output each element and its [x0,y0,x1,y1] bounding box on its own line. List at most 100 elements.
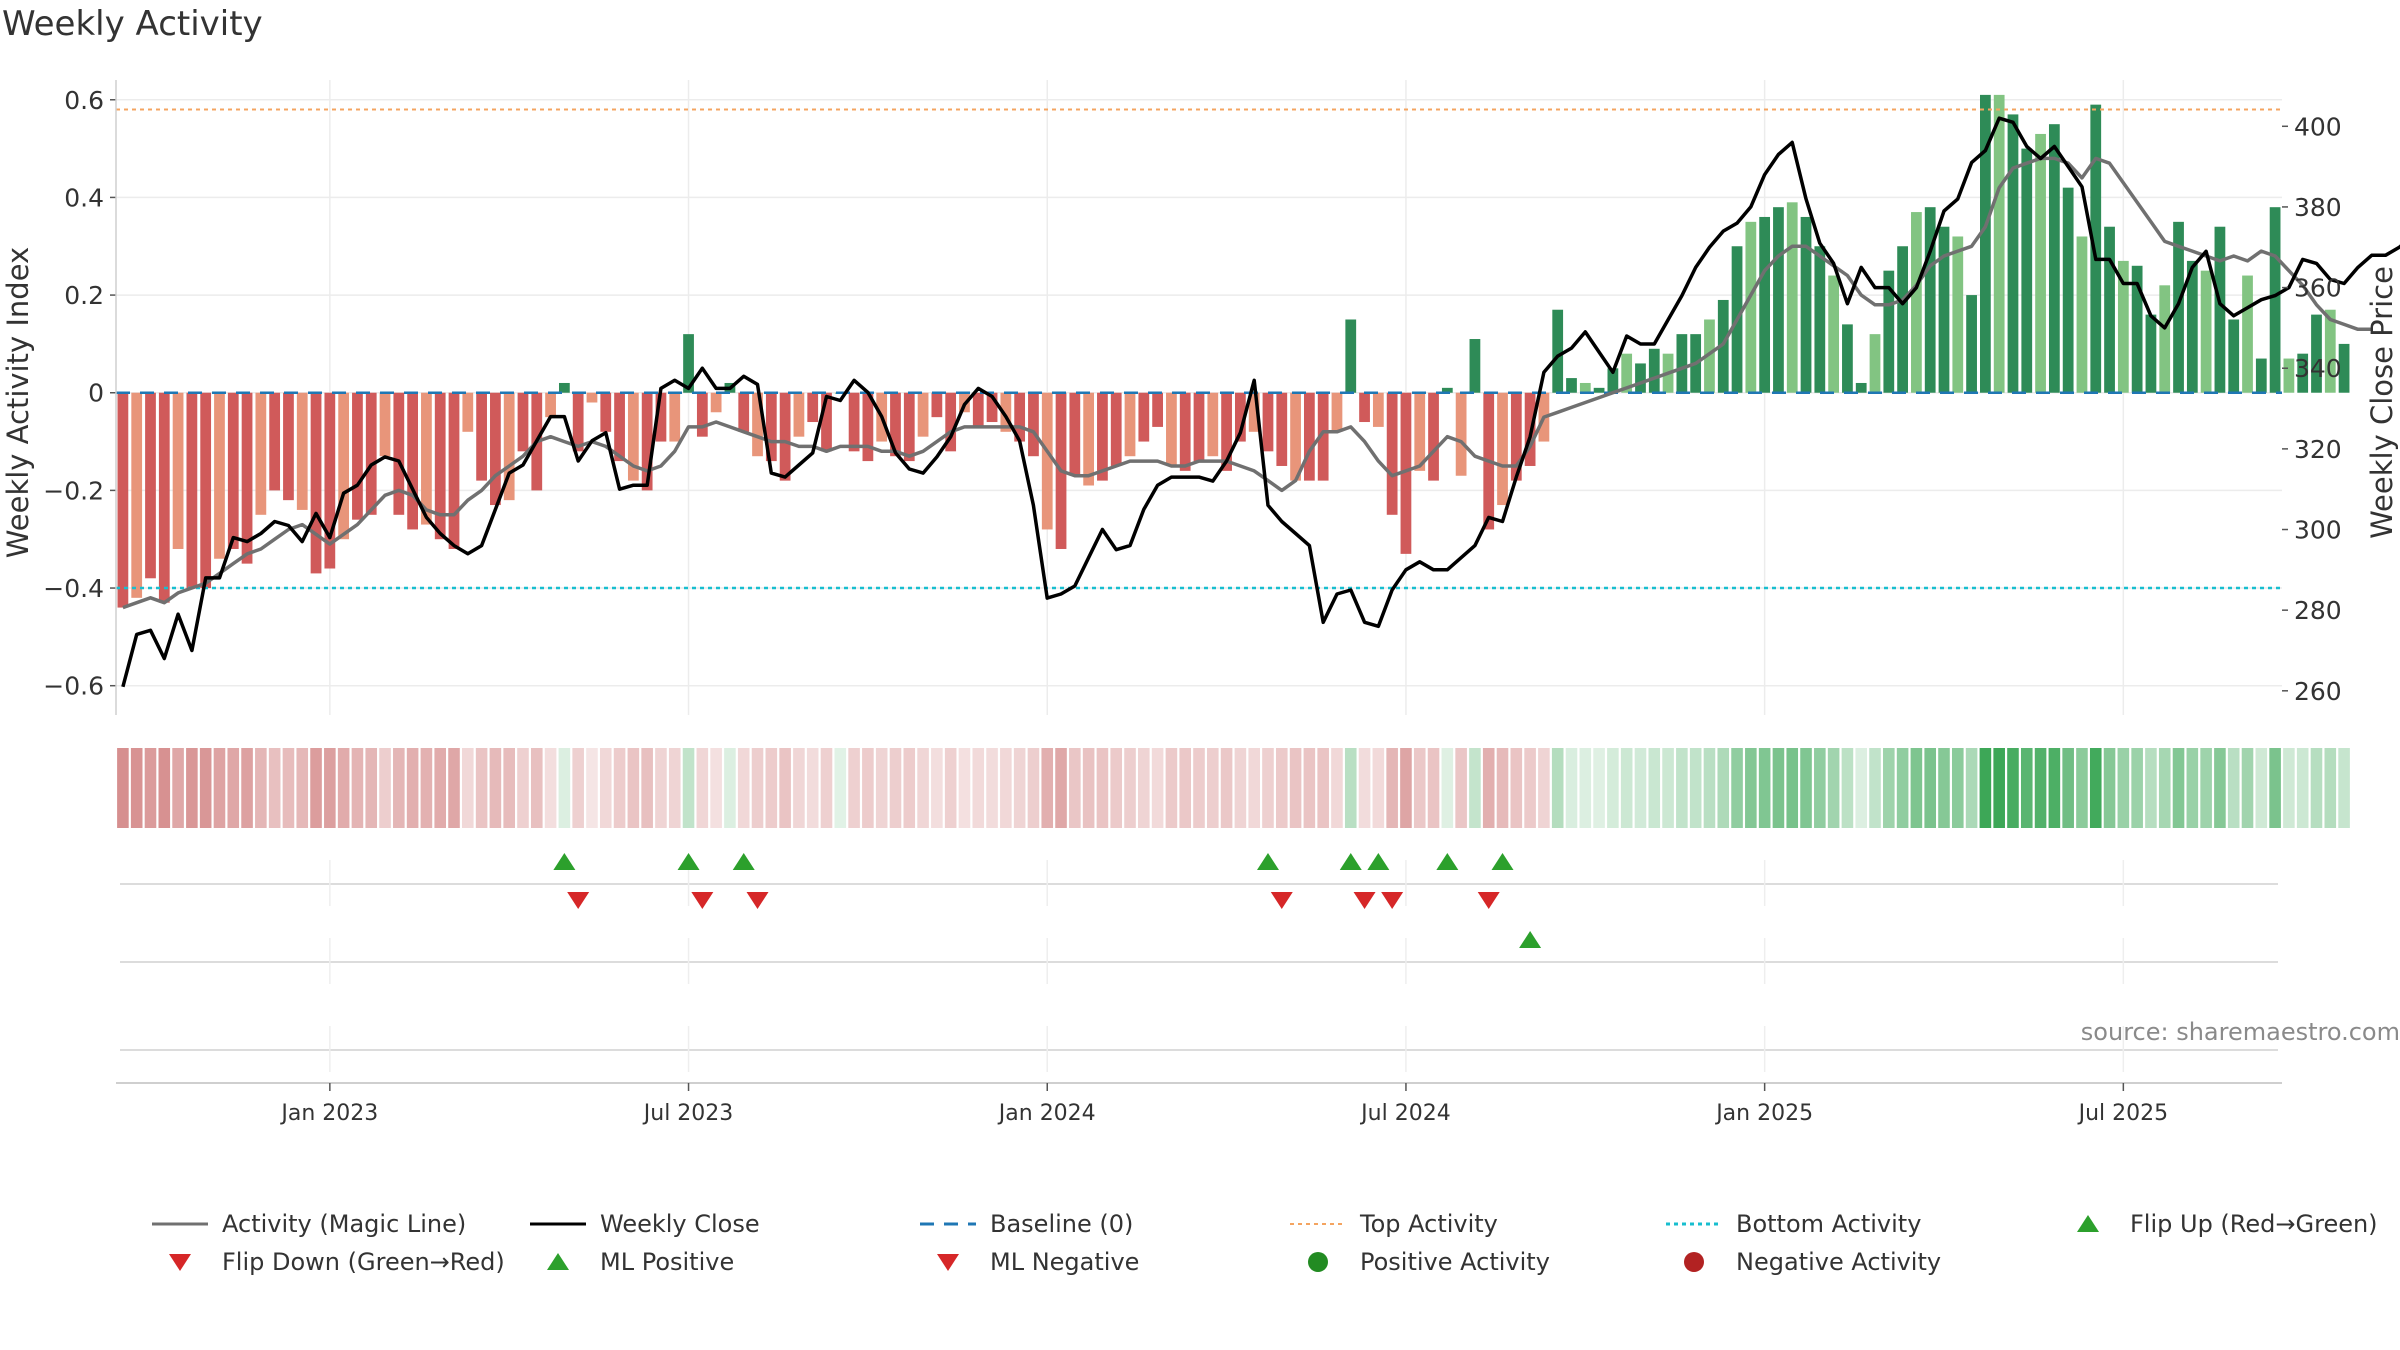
heat-cell [1289,748,1302,828]
heat-cell [944,748,957,828]
heat-cell [1717,748,1730,828]
activity-bar [1911,212,1922,393]
ml-negative-marker [1353,892,1376,909]
activity-bar [1497,392,1508,506]
activity-bar [2076,236,2088,393]
activity-bar [283,392,294,501]
activity-bar [1028,392,1039,457]
activity-bar [2338,343,2350,393]
source-note: source: sharemaestro.com [2080,1018,2400,1046]
activity-bar [1800,216,1812,393]
activity-bar [1773,207,1784,393]
y-tick-label: 0 [88,379,104,408]
activity-bar [862,392,874,462]
triangle-up-icon [547,1253,569,1270]
heat-cell [1565,748,1578,828]
heat-cell [1620,748,1633,828]
heat-cell [1855,748,1868,828]
activity-bar [1980,94,1991,393]
heat-cell [1124,748,1136,828]
activity-bar [1883,270,1895,393]
activity-bar [1317,392,1329,481]
activity-bar [793,392,805,437]
activity-heat-strip [117,748,2350,828]
activity-bar [2186,260,2198,393]
activity-bar [945,392,957,452]
activity-bar [627,392,639,481]
legend-label: Positive Activity [1360,1248,1550,1276]
activity-bar [503,392,515,501]
activity-bar [1621,353,1633,393]
activity-bar [545,392,556,418]
activity-bar [1552,309,1564,393]
heat-cell [1317,748,1329,828]
heat-cell [2186,748,2199,828]
y2-tick-label: 380 [2294,193,2342,222]
activity-bar [1828,275,1840,393]
heat-cell [1883,748,1895,828]
legend-item: Flip Up (Red→Green) [2058,1210,2378,1238]
heat-cell [1096,748,1109,828]
ml-negative-marker [746,892,769,909]
heat-cell [1455,748,1467,828]
activity-bar [2269,207,2281,393]
heat-cell [1386,748,1398,828]
activity-bar [986,392,998,423]
activity-bar [2324,309,2336,393]
activity-bar [1276,392,1288,466]
legend-item: Baseline (0) [918,1210,1133,1238]
activity-bar [600,392,612,432]
y2-tick-label: 400 [2294,112,2342,141]
activity-bar [1290,392,1301,481]
heat-cell [862,748,874,828]
heat-cell [1786,748,1799,828]
activity-bar [1152,392,1163,427]
activity-bar [1814,246,1826,393]
activity-bar [1897,246,1908,393]
heat-cell [765,748,778,828]
heat-cell [282,748,295,828]
heat-cell [1179,748,1191,828]
ml-negative-marker [691,892,714,909]
heat-cell [986,748,998,828]
heat-cell [820,748,833,828]
heat-cell [737,748,750,828]
activity-bar [586,392,598,403]
activity-bar [683,334,694,393]
activity-bar [2090,104,2102,393]
heat-cell [351,748,364,828]
heat-cell [158,748,171,828]
activity-bar [186,392,198,589]
activity-bar [1869,334,1881,393]
y-tick-label: −0.2 [43,476,104,505]
heat-cell [379,748,391,828]
ml-positive-marker [1367,853,1390,870]
heat-cell [1800,748,1812,828]
heat-cell [834,748,847,828]
activity-bar [1097,392,1108,481]
activity-bar [1635,363,1646,393]
ml-positive-marker [1256,853,1279,870]
y2-tick-label: 260 [2294,677,2342,706]
activity-bar [2173,221,2184,393]
heat-cell [1827,748,1840,828]
heat-cell [2200,748,2212,828]
activity-bar [848,392,860,452]
heat-cell [599,748,612,828]
activity-bar [696,392,708,437]
y2-tick-label: 320 [2294,435,2342,464]
legend-line-marker [1666,1222,1722,1226]
heat-cell [2089,748,2102,828]
heat-cell [1896,748,1909,828]
activity-bar [1759,216,1771,393]
legend-line-marker [1290,1223,1346,1225]
heat-cell [199,748,212,828]
activity-bar [1400,392,1412,554]
heat-cell [1441,748,1454,828]
heat-cell [420,748,433,828]
activity-bar [1842,324,1853,393]
heat-cell [406,748,419,828]
heat-cell [1234,748,1247,828]
y-tick-label: −0.4 [43,574,104,603]
